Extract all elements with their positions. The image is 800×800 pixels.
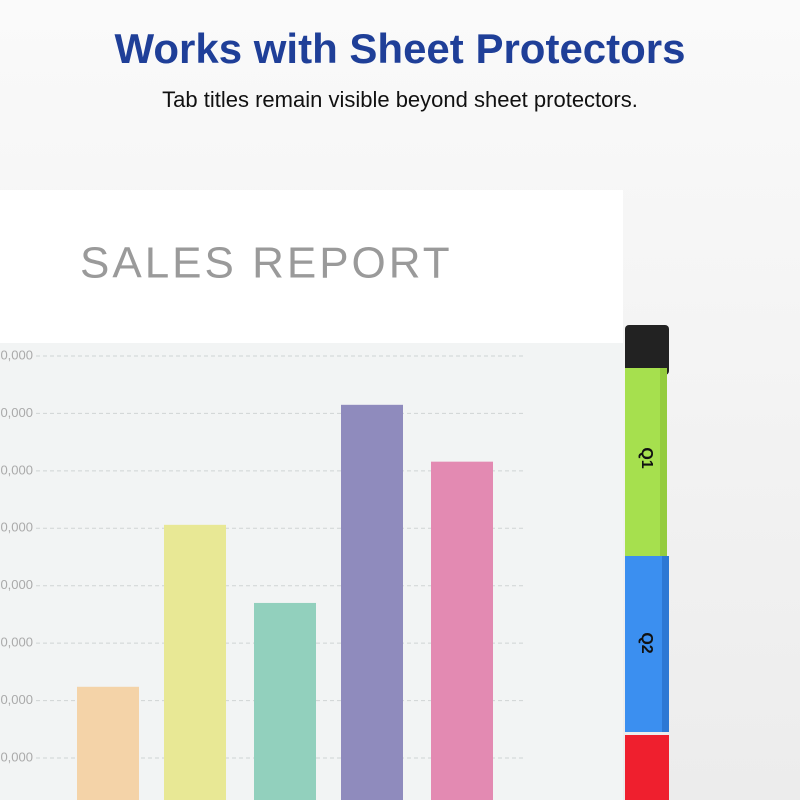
- bar: [164, 524, 226, 800]
- y-tick-label: 0,000: [0, 749, 33, 764]
- tab-blue: [625, 556, 669, 732]
- bar: [431, 461, 493, 800]
- bar: [77, 686, 139, 800]
- tab-red: [625, 735, 669, 800]
- tab-label: Q2: [638, 632, 655, 653]
- y-tick-label: 0,000: [0, 462, 33, 477]
- bar: [341, 404, 403, 800]
- y-tick-label: 0,000: [0, 520, 33, 535]
- y-tick-label: 0,000: [0, 405, 33, 420]
- tab-black: [625, 325, 669, 375]
- tab-edge: [660, 368, 667, 556]
- report-title: SALES REPORT: [80, 239, 453, 288]
- chart: 0,000 0,000 0,000 0,000 0,000 0,000 0,000 0,000: [0, 347, 525, 800]
- y-tick-label: 0,000: [0, 347, 33, 362]
- tab-label: Q1: [638, 447, 655, 468]
- y-tick-label: 0,000: [0, 577, 33, 592]
- subheadline: Tab titles remain visible beyond sheet p…: [162, 87, 638, 112]
- y-tick-label: 0,000: [0, 635, 33, 650]
- bar: [254, 602, 316, 800]
- y-tick-label: 0,000: [0, 692, 33, 707]
- headline: Works with Sheet Protectors: [114, 25, 685, 72]
- tab-edge: [662, 556, 669, 732]
